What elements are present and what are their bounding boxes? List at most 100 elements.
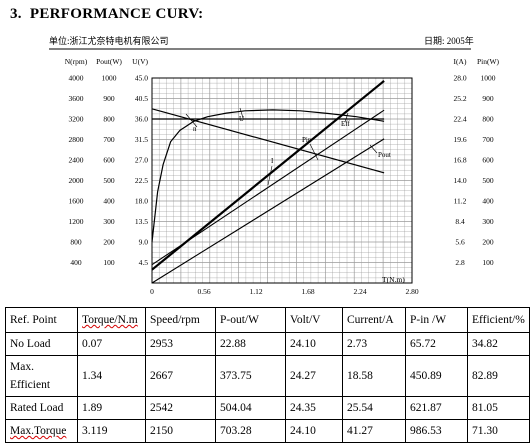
x-tick-label: 0 — [150, 287, 154, 296]
x-tick-label: 0.56 — [197, 287, 210, 296]
cell-torque: 0.07 — [77, 332, 146, 356]
axis-tick-label: 600 — [482, 156, 494, 165]
axis-tick-label: 9.0 — [139, 238, 149, 247]
curve-label-leader — [309, 143, 319, 161]
axis-tick-label: 4.5 — [139, 258, 149, 267]
cell-current: 2.73 — [342, 332, 406, 356]
axis-header: Pin(W) — [477, 57, 500, 66]
section-heading: 3. PERFORMANCE CURV: — [10, 6, 203, 23]
table-header-row: Ref. Point Torque/N.m Speed/rpm P-out/W … — [5, 307, 530, 333]
cell-pout: 504.04 — [215, 396, 286, 420]
axis-tick-label: 18.0 — [135, 197, 148, 206]
cell-torque: 1.34 — [77, 355, 146, 397]
axis-header: N(rpm) — [65, 57, 88, 66]
axis-tick-label: 2000 — [69, 176, 84, 185]
cell-speed: 2542 — [145, 396, 216, 420]
axis-tick-label: 100 — [103, 258, 115, 267]
axis-tick-label: 1000 — [481, 74, 496, 83]
cell-pout: 703.28 — [215, 419, 286, 443]
col-torque-label: Torque/N.m — [82, 314, 138, 326]
cell-volt: 24.27 — [285, 355, 343, 397]
cell-efficient: 71.30 — [467, 419, 530, 443]
axis-tick-label: 400 — [70, 258, 82, 267]
axis-tick-label: 800 — [482, 115, 494, 124]
col-volt: Volt/V — [285, 307, 343, 333]
axis-tick-label: 300 — [103, 217, 115, 226]
axis-tick-label: 28.0 — [453, 74, 466, 83]
cell-volt: 24.35 — [285, 396, 343, 420]
axis-tick-label: 13.5 — [135, 217, 148, 226]
cell-efficient: 34.82 — [467, 332, 530, 356]
cell-efficient: 81.05 — [467, 396, 530, 420]
curve-label: I — [271, 157, 274, 165]
x-axis-label: T(N.m) — [382, 275, 405, 284]
cell-torque: 1.89 — [77, 396, 146, 420]
cell-volt: 24.10 — [285, 419, 343, 443]
axis-tick-label: 300 — [482, 217, 494, 226]
cell-speed: 2953 — [145, 332, 216, 356]
axis-tick-label: 200 — [482, 238, 494, 247]
col-current: Current/A — [342, 307, 406, 333]
axis-header: I(A) — [454, 57, 467, 66]
axis-tick-label: 27.0 — [135, 156, 148, 165]
cell-speed: 2150 — [145, 419, 216, 443]
section-title: PERFORMANCE CURV: — [29, 6, 204, 22]
chart-axis-labels: N(rpm)4000360032002800240020001600120080… — [65, 57, 500, 296]
chart-curves: n U Eff Pin I Pout — [151, 80, 391, 284]
curve-label-leader — [267, 165, 273, 186]
cell-volt: 24.10 — [285, 332, 343, 356]
cell-ref: No Load — [5, 332, 78, 356]
axis-header: Pout(W) — [96, 57, 122, 66]
output-power-curve — [151, 138, 385, 284]
axis-tick-label: 2400 — [69, 156, 84, 165]
axis-tick-label: 1200 — [69, 217, 84, 226]
col-pin: P-in /W — [405, 307, 468, 333]
cell-pin: 65.72 — [405, 332, 468, 356]
axis-tick-label: 400 — [482, 197, 494, 206]
axis-tick-label: 22.5 — [135, 176, 148, 185]
chart-company-label: 单位:浙江尤奈特电机有限公司 — [49, 35, 169, 46]
axis-tick-label: 2800 — [69, 135, 84, 144]
input-power-curve — [151, 80, 385, 271]
performance-table: Ref. Point Torque/N.m Speed/rpm P-out/W … — [5, 307, 530, 443]
cell-current: 25.54 — [342, 396, 406, 420]
cell-pin: 986.53 — [405, 419, 468, 443]
axis-tick-label: 600 — [103, 156, 115, 165]
x-tick-label: 2.24 — [353, 287, 366, 296]
axis-tick-label: 900 — [103, 94, 115, 103]
axis-tick-label: 800 — [70, 238, 82, 247]
cell-efficient: 82.89 — [467, 355, 530, 397]
axis-tick-label: 500 — [482, 176, 494, 185]
axis-tick-label: 11.2 — [454, 197, 467, 206]
x-tick-label: 1.12 — [249, 287, 262, 296]
table-row: No Load 0.07 2953 22.88 24.10 2.73 65.72… — [5, 332, 530, 356]
col-speed: Speed/rpm — [145, 307, 216, 333]
curve-label: Eff — [341, 120, 350, 128]
axis-tick-label: 4000 — [69, 74, 84, 83]
curve-label: U — [239, 115, 244, 123]
axis-tick-label: 900 — [482, 94, 494, 103]
curve-label: n — [193, 125, 197, 133]
cell-ref: Max.Torque — [5, 419, 78, 443]
axis-tick-label: 31.5 — [135, 135, 148, 144]
axis-tick-label: 700 — [103, 135, 115, 144]
axis-header: U(V) — [132, 57, 148, 66]
axis-tick-label: 1000 — [102, 74, 117, 83]
chart-date-label: 日期: 2005年 — [424, 35, 474, 46]
cell-pin: 450.89 — [405, 355, 468, 397]
cell-ref-label: Max.Torque — [10, 425, 67, 437]
cell-current: 18.58 — [342, 355, 406, 397]
x-tick-label: 2.80 — [405, 287, 418, 296]
axis-tick-label: 1600 — [69, 197, 84, 206]
axis-tick-label: 200 — [103, 238, 115, 247]
cell-ref: Max. Efficient — [5, 355, 78, 397]
table-row: Rated Load 1.89 2542 504.04 24.35 25.54 … — [5, 396, 530, 420]
x-tick-label: 1.68 — [301, 287, 314, 296]
curve-label: Pout — [378, 151, 391, 159]
chart-grid — [49, 48, 471, 284]
section-number: 3. — [10, 6, 22, 22]
axis-tick-label: 700 — [482, 135, 494, 144]
cell-pin: 621.87 — [405, 396, 468, 420]
col-ref-point: Ref. Point — [5, 307, 78, 333]
cell-pout: 373.75 — [215, 355, 286, 397]
